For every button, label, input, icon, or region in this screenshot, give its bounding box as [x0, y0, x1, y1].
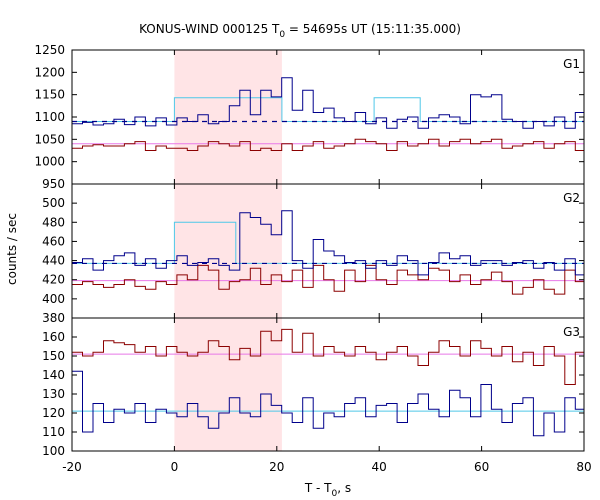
y-tick-label: 110 — [42, 425, 65, 439]
y-tick-label: 1250 — [34, 43, 65, 57]
x-tick-label: 20 — [269, 460, 284, 474]
y-tick-label: 1150 — [34, 88, 65, 102]
x-tick-label: 40 — [372, 460, 387, 474]
panel-label-g1: G1 — [563, 57, 580, 71]
panel-plot-area — [72, 328, 584, 437]
x-axis-label: T - T0, s — [304, 481, 351, 499]
panel-plot-area — [72, 77, 584, 151]
x-tick-label: 60 — [474, 460, 489, 474]
y-tick-label: 1000 — [34, 155, 65, 169]
blue-lightcurve — [72, 77, 584, 129]
x-tick-label: 0 — [171, 460, 179, 474]
y-tick-label: 460 — [42, 234, 65, 248]
y-tick-label: 950 — [42, 177, 65, 191]
panel-g1: 950 1000 1050 1100 1150 1200 1250 G1 — [34, 43, 585, 191]
y-tick-label: 140 — [42, 368, 65, 382]
y-tick-label: 100 — [42, 444, 65, 458]
x-tick-label: -20 — [62, 460, 82, 474]
panel-g2: 380 400 420 440 460 480 500 G2 — [42, 183, 585, 325]
panel-frame — [71, 49, 585, 185]
cyan-model-steps — [72, 221, 584, 264]
burst-interval-highlight — [174, 50, 282, 451]
red-lightcurve — [72, 138, 584, 151]
y-tick-label: 120 — [42, 406, 65, 420]
x-tick-label: 80 — [576, 460, 591, 474]
y-tick-label: 160 — [42, 330, 65, 344]
blue-lightcurve — [72, 210, 584, 276]
y-axis-label: counts / sec — [5, 213, 19, 285]
red-lightcurve — [72, 328, 584, 385]
cyan-model-steps — [72, 97, 584, 122]
y-tick-label: 480 — [42, 215, 65, 229]
panel-label-g2: G2 — [563, 191, 580, 205]
panel-frame — [71, 317, 585, 452]
y-tick-label: 400 — [42, 292, 65, 306]
y-tick-label: 130 — [42, 387, 65, 401]
red-lightcurve — [72, 264, 584, 295]
y-tick-label: 380 — [42, 311, 65, 325]
chart-title: KONUS-WIND 000125 T0 = 54695s UT (15:11:… — [139, 22, 461, 40]
panel-label-g3: G3 — [563, 325, 580, 339]
panel-plot-area — [72, 210, 584, 295]
chart-panels: 950100010501100115012001250G138040042044… — [34, 43, 591, 474]
blue-lightcurve — [72, 370, 584, 437]
y-tick-label: 150 — [42, 349, 65, 363]
y-tick-label: 1050 — [34, 132, 65, 146]
panel-g3: 100 110 120 130 140 150 160 G3 — [42, 317, 585, 458]
y-tick-label: 1200 — [34, 65, 65, 79]
y-tick-label: 440 — [42, 254, 65, 268]
y-tick-label: 500 — [42, 196, 65, 210]
y-tick-label: 1100 — [34, 110, 65, 124]
y-tick-label: 420 — [42, 273, 65, 287]
